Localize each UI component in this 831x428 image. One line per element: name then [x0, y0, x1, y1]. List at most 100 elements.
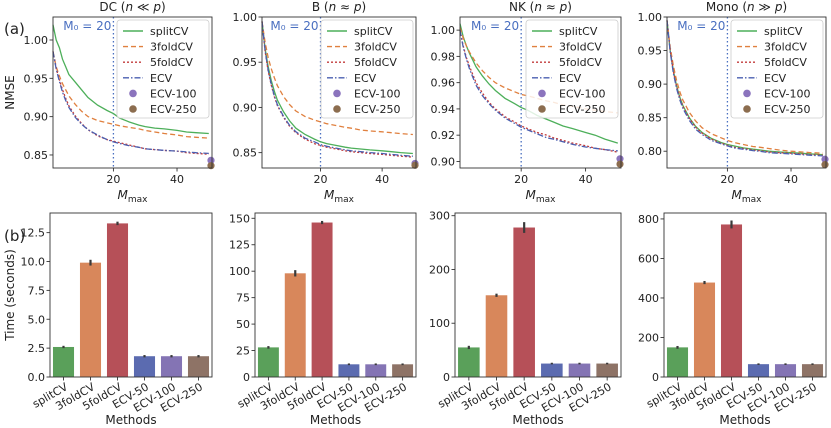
bar-ECV-50: [133, 356, 156, 377]
line-chart-panel: NK (n ≈ p) M₀ = 20 20 40 0.90 0.92 0.94 0.96 0.9…: [431, 0, 624, 205]
legend-label: 3foldCV: [764, 41, 807, 54]
plot-frame: [454, 212, 622, 378]
bar-ECV-250: [392, 364, 414, 377]
line-chart-panel: B (n ≈ p) M₀ = 20 20 40 0.85 0.90 0.95 1.00 Mmax…: [233, 0, 419, 205]
y-tick-label: 0.95: [233, 56, 258, 69]
m0-label: M₀ = 20: [471, 19, 519, 33]
y-tick-label: 0.96: [431, 77, 456, 90]
plot-frame: [261, 16, 417, 169]
legend-label: ECV-250: [354, 103, 400, 116]
bar-ECV-250: [596, 363, 618, 377]
y-tick-label: 0.90: [24, 111, 49, 124]
x-tick-label: 20: [720, 173, 734, 186]
x-tick-label: 40: [579, 173, 593, 186]
chart-title: NK (n ≈ p): [509, 0, 572, 14]
x-tick-label: 20: [514, 173, 528, 186]
legend-label: ECV-250: [150, 103, 196, 116]
bar-splitCV: [666, 347, 689, 377]
x-axis-label: Mmax: [118, 188, 149, 205]
legend-swatch-ECV-250: [333, 105, 341, 113]
bar-ECV-250: [801, 364, 824, 377]
y-tick-label: 0.98: [431, 50, 456, 63]
legend-box: [525, 19, 619, 119]
bar-5foldCV: [513, 227, 535, 377]
x-tick-label: 40: [784, 173, 798, 186]
chart-title: Mono (n ≫ p): [706, 0, 787, 14]
legend-label: ECV-250: [764, 103, 810, 116]
m0-label: M₀ = 20: [63, 19, 111, 33]
y-tick-label: 2.5: [28, 342, 46, 355]
series-line-3foldCV: [261, 21, 413, 136]
y-tick-label: 1.00: [431, 24, 456, 37]
bar-5foldCV: [311, 222, 333, 377]
bar-splitCV: [458, 347, 480, 377]
bar-5foldCV: [720, 224, 743, 377]
legend-label: ECV-100: [354, 87, 400, 100]
legend-box: [116, 19, 210, 119]
bar-splitCV: [257, 347, 279, 377]
legend-swatch-ECV-100: [538, 89, 546, 98]
y-tick-label: 1.00: [24, 34, 49, 47]
x-axis-label: Methods: [512, 413, 563, 427]
x-tick-label: 40: [170, 173, 184, 186]
plot-frame: [49, 212, 213, 378]
bar-ECV-100: [568, 363, 591, 377]
series-line-splitCV: [52, 24, 209, 135]
legend: splitCV 3foldCV 5foldCV ECV ECV-100 ECV-250: [320, 19, 414, 119]
marker-ECV-100: [821, 155, 829, 163]
series-line-ECV: [666, 20, 823, 157]
m0-label: M₀ = 20: [677, 19, 725, 33]
series-line-ECV: [52, 51, 209, 155]
plot-frame: [254, 212, 417, 378]
y-tick-label: 0.94: [431, 103, 456, 116]
bar-chart-panel: 0100200300splitCV3foldCV5foldCVECV-50ECV…: [429, 210, 622, 427]
y-tick-label: 0.85: [638, 112, 663, 125]
legend-label: splitCV: [354, 25, 393, 38]
legend-label: ECV: [764, 72, 787, 85]
y-tick-label: 400: [638, 292, 659, 305]
legend-label: 5foldCV: [354, 56, 397, 69]
x-axis-label: Mmax: [324, 188, 355, 205]
bar-ECV-250: [187, 356, 210, 377]
y-tick-label: 75: [236, 292, 250, 305]
y-axis-label: NMSE: [3, 75, 17, 110]
y-tick-label: 0.0: [28, 371, 46, 384]
plot-frame: [52, 16, 213, 169]
plot-frame: [663, 212, 827, 378]
legend-swatch-ECV-100: [333, 89, 341, 98]
x-axis-label: Mmax: [732, 188, 763, 205]
y-tick-label: 800: [638, 213, 659, 226]
y-tick-label: 150: [229, 212, 250, 225]
legend-swatch-ECV-100: [743, 89, 751, 98]
y-tick-label: 0: [443, 371, 450, 384]
y-tick-label: 10.0: [21, 256, 46, 269]
bar-ECV-50: [338, 364, 360, 377]
chart-title: B (n ≈ p): [312, 0, 366, 14]
legend-label: 3foldCV: [354, 41, 397, 54]
line-chart-panel: Mono (n ≫ p) M₀ = 20 20 40 0.80 0.85 0.90 0.95 1…: [638, 0, 829, 205]
legend-label: ECV-100: [764, 87, 810, 100]
y-tick-label: 25: [236, 345, 250, 358]
legend-label: ECV: [150, 72, 173, 85]
legend-box: [320, 19, 414, 119]
series-line-splitCV: [261, 21, 413, 155]
y-tick-label: 0: [243, 371, 250, 384]
y-tick-label: 0.85: [233, 147, 258, 160]
marker-ECV-250: [616, 160, 624, 168]
y-tick-label: 0.92: [431, 129, 456, 142]
series-line-3foldCV: [52, 51, 209, 139]
y-tick-label: 1.00: [638, 11, 663, 24]
y-tick-label: 0.85: [24, 149, 49, 162]
y-tick-label: 7.5: [28, 284, 46, 297]
series-line-3foldCV: [666, 20, 823, 154]
bar-chart-panel: 0.02.55.07.510.012.5splitCV3foldCV5foldC…: [3, 212, 213, 427]
legend-swatch-ECV-250: [743, 105, 751, 113]
legend-label: 3foldCV: [150, 41, 193, 54]
row-label-b: (b): [4, 227, 25, 245]
y-tick-label: 0.80: [638, 145, 663, 158]
series-line-splitCV: [459, 23, 618, 144]
y-tick-label: 5.0: [28, 313, 46, 326]
row-label-a: (a): [4, 20, 25, 38]
legend-label: 3foldCV: [559, 41, 602, 54]
